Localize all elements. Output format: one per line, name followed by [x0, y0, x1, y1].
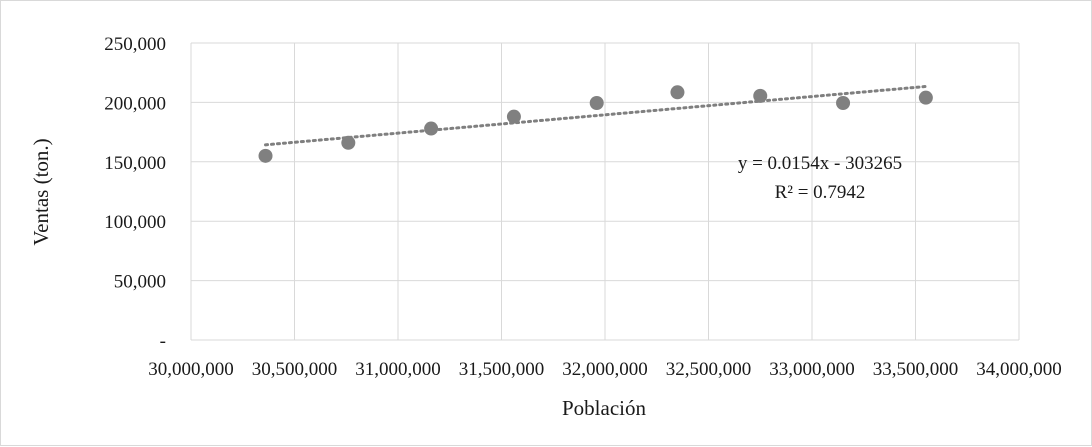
x-tick-label: 30,500,000: [252, 359, 338, 380]
y-tick-label: -: [160, 331, 166, 352]
x-tick-label: 30,000,000: [148, 359, 234, 380]
scatter-point: [506, 109, 521, 124]
y-axis-title: Ventas (ton.): [29, 138, 53, 245]
points-layer: [258, 85, 933, 163]
trendline-equation: y = 0.0154x - 303265: [738, 153, 902, 174]
x-tick-label: 31,500,000: [459, 359, 545, 380]
y-tick-label: 250,000: [104, 34, 166, 55]
tick-labels-layer: - 50,000 100,000 150,000 200,000 250,000 30,00…: [104, 34, 1062, 380]
trendline-layer: [264, 84, 928, 147]
scatter-point: [836, 95, 851, 110]
x-tick-label: 31,000,000: [355, 359, 441, 380]
scatter-point: [589, 95, 604, 110]
x-axis-title: Población: [562, 396, 646, 420]
x-tick-label: 33,000,000: [769, 359, 855, 380]
y-tick-label: 100,000: [104, 212, 166, 233]
scatter-point: [258, 148, 273, 163]
x-tick-label: 32,500,000: [666, 359, 752, 380]
x-tick-label: 32,000,000: [562, 359, 648, 380]
y-tick-label: 50,000: [114, 272, 166, 293]
trendline-r-squared: R² = 0.7942: [775, 182, 866, 203]
scatter-point: [424, 121, 439, 136]
x-tick-label: 34,000,000: [976, 359, 1062, 380]
x-tick-label: 33,500,000: [873, 359, 959, 380]
scatter-point: [341, 135, 356, 150]
y-tick-label: 150,000: [104, 153, 166, 174]
scatter-point: [753, 88, 768, 103]
grid-layer: [190, 42, 1020, 341]
trendline: [264, 84, 928, 147]
y-tick-label: 200,000: [104, 93, 166, 114]
scatter-point: [918, 90, 933, 105]
scatter-point: [670, 85, 685, 100]
